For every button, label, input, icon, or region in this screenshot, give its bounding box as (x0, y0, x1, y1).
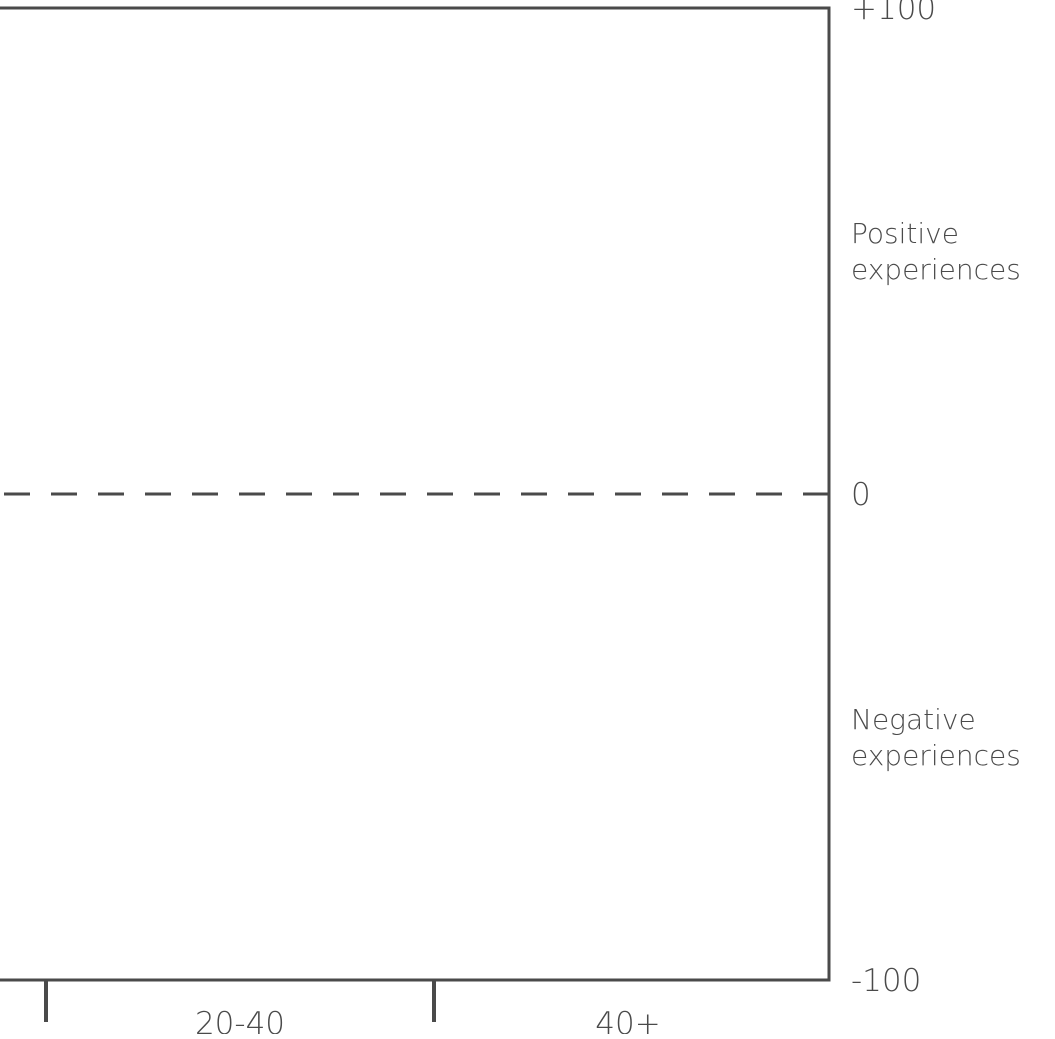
y-region-label-0-line-1: experiences (851, 253, 1021, 286)
y-region-label-1-line-1: experiences (851, 739, 1021, 772)
x-category-label-0: 20-40 (195, 1006, 285, 1034)
y-region-label-1-line-0: Negative (851, 703, 976, 736)
x-category-label-1: 40+ (595, 1006, 660, 1034)
axes-layer (0, 6, 831, 1022)
y-tick-label-1: 0 (851, 477, 871, 513)
y-tick-label-0: +100 (851, 0, 936, 27)
y-region-label-1: Negative experiences (851, 703, 1021, 772)
y-tick-label-2: -100 (851, 963, 921, 999)
y-region-label-0: Positive experiences (851, 217, 1021, 286)
y-region-label-0-line-0: Positive (851, 217, 959, 250)
